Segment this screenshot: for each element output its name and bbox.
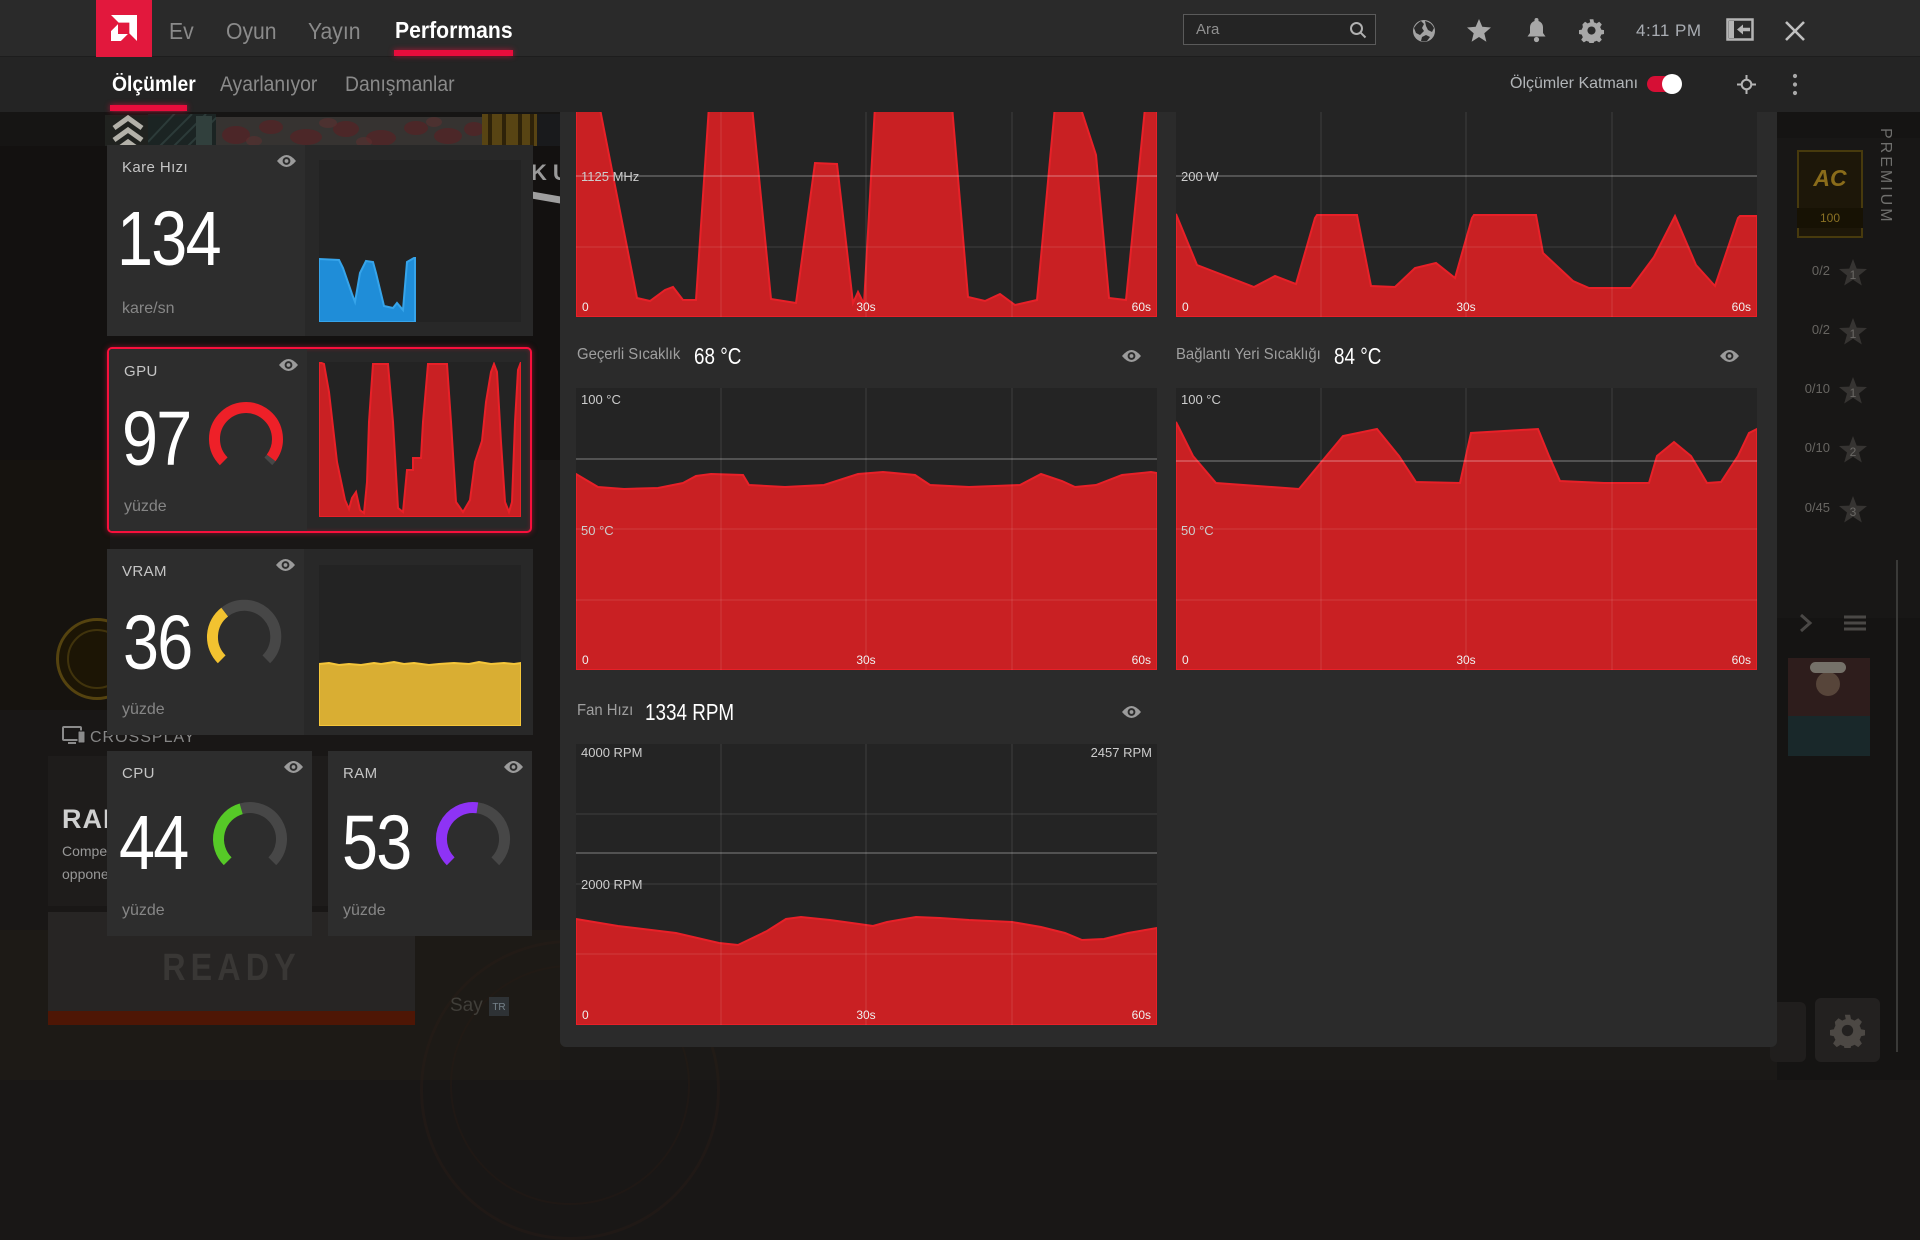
svg-text:2457 RPM: 2457 RPM: [1091, 745, 1152, 760]
svg-text:100 °C: 100 °C: [581, 392, 621, 407]
svg-text:30s: 30s: [856, 653, 875, 667]
svg-text:4000 RPM: 4000 RPM: [581, 745, 642, 760]
svg-text:60s: 60s: [1732, 300, 1751, 314]
svg-text:60s: 60s: [1132, 1008, 1151, 1022]
svg-text:1: 1: [1850, 386, 1857, 400]
svg-text:0: 0: [582, 653, 589, 667]
svg-text:1: 1: [1850, 327, 1857, 341]
svg-text:30s: 30s: [856, 1008, 875, 1022]
svg-text:30s: 30s: [1456, 653, 1475, 667]
svg-text:30s: 30s: [1456, 300, 1475, 314]
svg-text:100 °C: 100 °C: [1181, 392, 1221, 407]
svg-text:60s: 60s: [1132, 300, 1151, 314]
svg-text:60s: 60s: [1132, 653, 1151, 667]
svg-text:50 °C: 50 °C: [1181, 523, 1214, 538]
svg-text:1125 MHz: 1125 MHz: [581, 169, 639, 184]
svg-text:2: 2: [1850, 445, 1857, 459]
svg-text:50 °C: 50 °C: [581, 523, 614, 538]
svg-text:2000 RPM: 2000 RPM: [581, 877, 642, 892]
svg-text:200 W: 200 W: [1181, 169, 1219, 184]
svg-text:0: 0: [1182, 653, 1189, 667]
svg-text:0: 0: [1182, 300, 1189, 314]
svg-text:30s: 30s: [856, 300, 875, 314]
svg-text:3: 3: [1850, 505, 1857, 519]
svg-text:0: 0: [582, 1008, 589, 1022]
svg-text:1: 1: [1850, 268, 1857, 282]
svg-text:0: 0: [582, 300, 589, 314]
svg-text:60s: 60s: [1732, 653, 1751, 667]
